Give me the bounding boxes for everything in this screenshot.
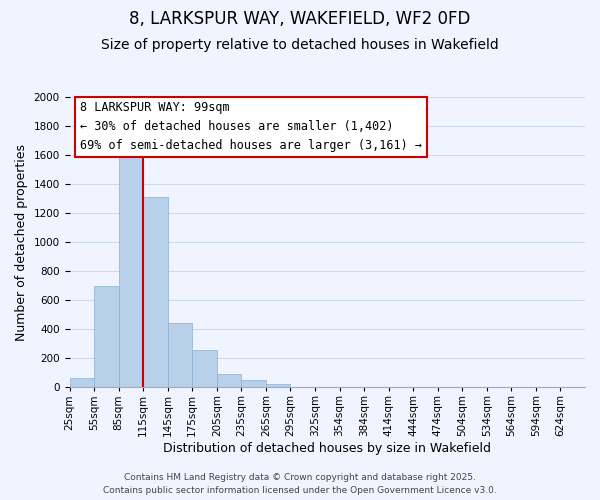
Bar — [119, 146, 143, 388]
Bar — [143, 197, 168, 388]
Bar — [168, 324, 192, 388]
Bar — [70, 378, 94, 388]
Bar — [192, 350, 217, 388]
Text: 8, LARKSPUR WAY, WAKEFIELD, WF2 0FD: 8, LARKSPUR WAY, WAKEFIELD, WF2 0FD — [130, 10, 470, 28]
Bar — [94, 286, 119, 388]
Bar — [266, 384, 290, 388]
Text: 8 LARKSPUR WAY: 99sqm
← 30% of detached houses are smaller (1,402)
69% of semi-d: 8 LARKSPUR WAY: 99sqm ← 30% of detached … — [80, 102, 422, 152]
Y-axis label: Number of detached properties: Number of detached properties — [15, 144, 28, 340]
Bar — [241, 380, 266, 388]
Bar — [217, 374, 241, 388]
X-axis label: Distribution of detached houses by size in Wakefield: Distribution of detached houses by size … — [163, 442, 491, 455]
Text: Size of property relative to detached houses in Wakefield: Size of property relative to detached ho… — [101, 38, 499, 52]
Text: Contains HM Land Registry data © Crown copyright and database right 2025.
Contai: Contains HM Land Registry data © Crown c… — [103, 474, 497, 495]
